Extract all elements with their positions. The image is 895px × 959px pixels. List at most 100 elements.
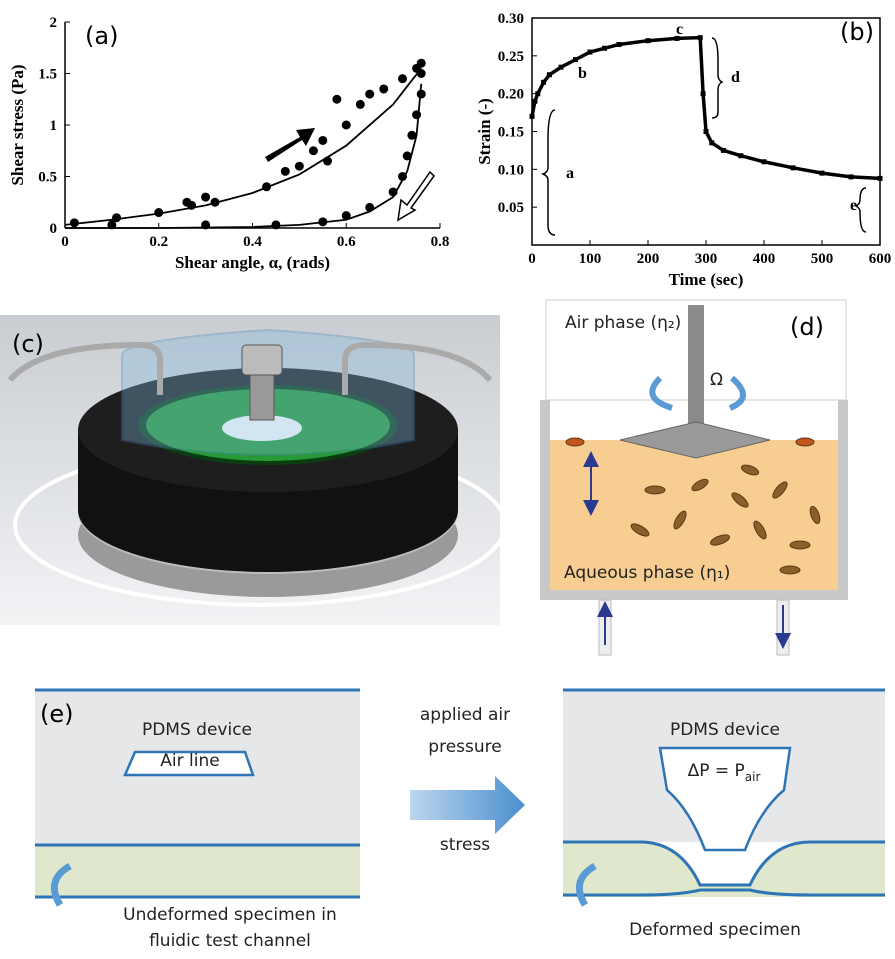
- x-tick-label: 200: [637, 251, 660, 267]
- y-tick-label: 1: [50, 118, 58, 134]
- panel-label: (d): [790, 313, 824, 341]
- data-point: [365, 89, 375, 99]
- data-marker: [532, 98, 538, 104]
- panel-label: (e): [40, 700, 74, 728]
- pressure-label: ΔP = Pair: [688, 761, 761, 784]
- device-label: PDMS device: [142, 720, 252, 740]
- caption: Deformed specimen: [629, 920, 801, 940]
- x-tick-label: 100: [579, 251, 602, 267]
- data-point: [416, 89, 426, 99]
- x-tick-label: 600: [869, 251, 892, 267]
- y-axis-title: Strain (-): [475, 98, 494, 165]
- data-line: [530, 35, 881, 181]
- data-point: [379, 84, 389, 94]
- data-point: [318, 135, 328, 145]
- phase-label: Air phase (η₂): [565, 313, 681, 333]
- y-tick-label: 0.30: [498, 11, 524, 27]
- data-line: [64, 67, 422, 226]
- x-tick-label: 0: [528, 251, 536, 267]
- panel-label: (b): [840, 18, 874, 46]
- process-label: pressure: [428, 737, 501, 757]
- data-line: [65, 83, 423, 229]
- data-point: [407, 130, 417, 140]
- data-marker: [848, 174, 854, 180]
- y-tick-label: 0.20: [498, 87, 524, 103]
- interface-cell: [540, 299, 848, 656]
- y-tick-label: 0.15: [498, 125, 524, 141]
- x-tick-label: 0.2: [149, 234, 168, 250]
- annotation: a: [566, 165, 574, 182]
- loading-arrow: [265, 128, 315, 162]
- panel-label: (c): [12, 330, 44, 358]
- y-tick-label: 0: [50, 221, 58, 237]
- annotation: c: [676, 21, 683, 38]
- caption: Undeformed specimen in: [123, 905, 337, 925]
- brace: [540, 109, 556, 236]
- x-axis-title: Time (sec): [669, 270, 744, 289]
- data-marker: [819, 170, 825, 176]
- x-tick-label: 0.8: [431, 234, 450, 250]
- data-marker: [720, 147, 726, 153]
- y-tick-label: 2: [50, 15, 58, 31]
- x-tick-label: 0.4: [243, 234, 262, 250]
- brace: [711, 37, 724, 119]
- data-marker: [703, 129, 709, 134]
- data-marker: [738, 153, 744, 159]
- x-tick-label: 0.6: [337, 234, 356, 250]
- data-marker: [700, 91, 706, 97]
- data-marker: [558, 64, 564, 70]
- data-marker: [535, 91, 541, 97]
- pressure-diagram: [35, 688, 885, 907]
- data-marker: [674, 35, 680, 41]
- data-point: [412, 110, 422, 120]
- y-tick-label: 0.25: [498, 49, 524, 65]
- x-tick-label: 300: [695, 251, 718, 267]
- data-point: [341, 211, 351, 221]
- annotation: b: [578, 65, 587, 82]
- data-marker: [529, 113, 535, 119]
- data-marker: [602, 45, 607, 51]
- data-point: [154, 208, 164, 218]
- data-point: [398, 74, 407, 84]
- rotation-label: Ω: [710, 370, 723, 390]
- data-point: [332, 94, 342, 104]
- data-point: [416, 58, 426, 68]
- brace: [854, 187, 867, 233]
- x-axis-title: Shear angle, α, (rads): [175, 253, 330, 272]
- data-point: [402, 151, 412, 161]
- device-label: PDMS device: [670, 720, 780, 740]
- data-marker: [790, 165, 796, 171]
- y-tick-label: 1.5: [38, 67, 57, 83]
- data-point: [308, 146, 318, 156]
- annotation: e: [850, 197, 857, 214]
- data-point: [201, 192, 211, 202]
- data-point: [341, 120, 351, 130]
- data-marker: [546, 72, 552, 78]
- data-marker: [877, 175, 883, 181]
- data-marker: [616, 41, 622, 47]
- data-marker: [541, 79, 547, 85]
- caption: fluidic test channel: [149, 931, 311, 951]
- panel-label: (a): [85, 22, 118, 50]
- x-tick-label: 500: [811, 251, 834, 267]
- pressure-text: ΔP = P: [688, 761, 745, 781]
- rheometer-render: [0, 315, 507, 625]
- data-marker: [761, 159, 767, 165]
- x-tick-label: 400: [753, 251, 776, 267]
- y-tick-label: 0.5: [38, 170, 57, 186]
- data-point: [271, 220, 281, 230]
- data-marker: [697, 35, 703, 41]
- data-marker: [587, 49, 593, 55]
- data-point: [280, 166, 290, 176]
- air-line-label: Air line: [160, 751, 219, 771]
- data-point: [294, 161, 304, 171]
- phase-label: Aqueous phase (η₁): [564, 563, 730, 583]
- y-tick-label: 0.10: [498, 162, 524, 178]
- unloading-arrow: [397, 170, 435, 222]
- annotation: d: [731, 69, 740, 86]
- y-tick-label: 0.05: [498, 200, 524, 216]
- data-marker: [645, 38, 651, 44]
- x-tick-label: 0: [61, 234, 69, 250]
- y-axis-title: Shear stress (Pa): [8, 64, 27, 185]
